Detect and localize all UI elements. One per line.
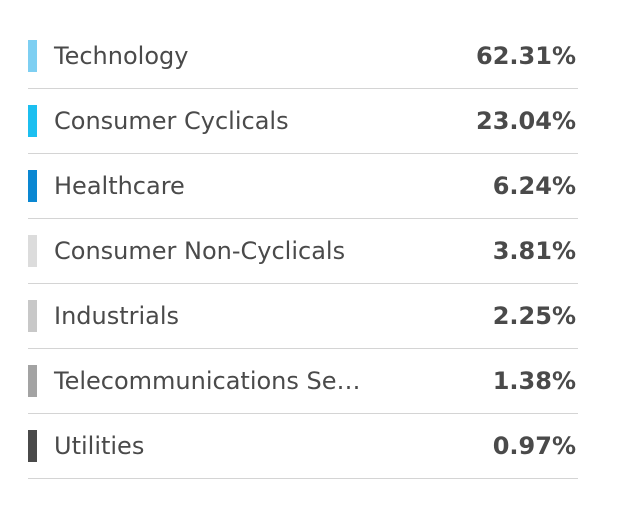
sector-percentage: 23.04% [476, 107, 576, 135]
sector-row-industrials: Industrials 2.25% [28, 284, 578, 349]
sector-label: Technology [54, 42, 189, 70]
sector-label: Consumer Non-Cyclicals [54, 237, 346, 265]
sector-label: Consumer Cyclicals [54, 107, 289, 135]
sector-label: Healthcare [54, 172, 185, 200]
sector-row-telecommunications: Telecommunications Se… 1.38% [28, 349, 578, 414]
sector-breakdown-list: Technology 62.31% Consumer Cyclicals 23.… [28, 24, 578, 479]
sector-label: Utilities [54, 432, 145, 460]
sector-row-consumer-cyclicals: Consumer Cyclicals 23.04% [28, 89, 578, 154]
sector-row-technology: Technology 62.31% [28, 24, 578, 89]
sector-label: Industrials [54, 302, 180, 330]
sector-color-swatch [28, 170, 37, 202]
sector-label: Telecommunications Se… [54, 367, 361, 395]
sector-percentage: 6.24% [492, 172, 576, 200]
sector-percentage: 0.97% [492, 432, 576, 460]
sector-row-consumer-non-cyclicals: Consumer Non-Cyclicals 3.81% [28, 219, 578, 284]
sector-color-swatch [28, 300, 37, 332]
sector-row-utilities: Utilities 0.97% [28, 414, 578, 479]
sector-row-healthcare: Healthcare 6.24% [28, 154, 578, 219]
sector-color-swatch [28, 430, 37, 462]
sector-percentage: 2.25% [492, 302, 576, 330]
sector-color-swatch [28, 105, 37, 137]
sector-percentage: 62.31% [476, 42, 576, 70]
sector-color-swatch [28, 235, 37, 267]
sector-percentage: 1.38% [492, 367, 576, 395]
sector-color-swatch [28, 365, 37, 397]
sector-percentage: 3.81% [492, 237, 576, 265]
sector-color-swatch [28, 40, 37, 72]
